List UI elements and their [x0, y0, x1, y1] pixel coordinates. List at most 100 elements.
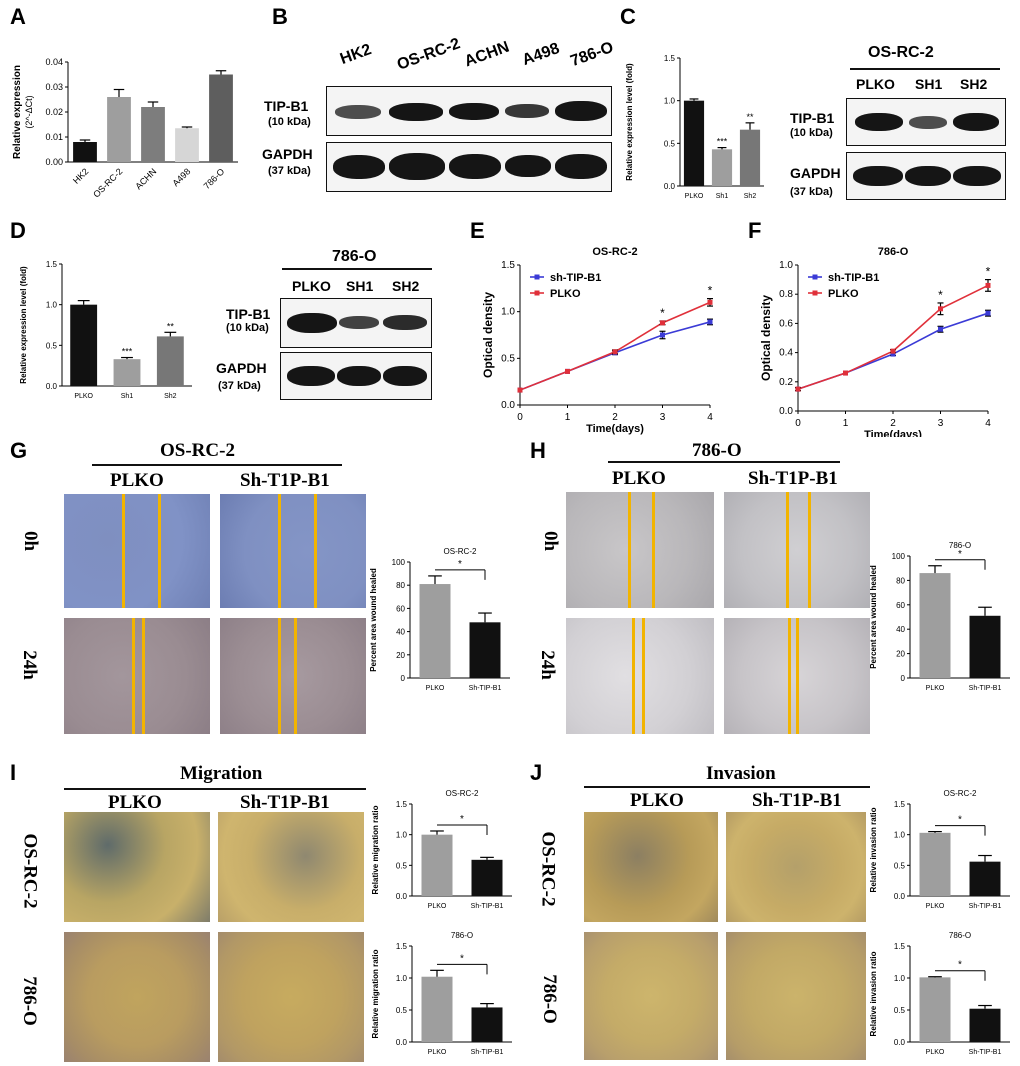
- y-tick-label: 0.0: [396, 892, 408, 901]
- y-tick-label: 60: [896, 601, 905, 610]
- cell-line-heading: 786-O: [692, 440, 742, 461]
- column-label: PLKO: [108, 792, 162, 813]
- bar: [919, 832, 951, 896]
- lane-label: SH1: [915, 76, 943, 92]
- data-point: [938, 306, 943, 312]
- chart-d-786o-knockdown: 0.0 0.5 1.0 1.5 Relative expression level (f…: [19, 260, 192, 400]
- bar: [969, 615, 1001, 678]
- y-tick-label: 0.0: [894, 892, 906, 901]
- bar: [113, 359, 141, 386]
- chart-c-osrc2-knockdown: 0.0 0.5 1.0 1.5 Relative expression level (f…: [625, 54, 764, 200]
- data-point: [660, 332, 665, 338]
- panel-label-f: F: [748, 218, 762, 243]
- x-tick-label: 3: [660, 412, 666, 423]
- bar: [683, 100, 705, 186]
- x-tick-label: 3: [938, 418, 944, 429]
- bar: [107, 97, 131, 162]
- x-tick-label: 2: [612, 412, 618, 423]
- y-tick-label: 1.0: [894, 831, 906, 840]
- panel-label-a: A: [10, 4, 26, 29]
- data-point: [565, 368, 570, 374]
- x-tick-label: 786-O: [202, 166, 227, 191]
- y-tick-label: 1.0: [396, 974, 408, 983]
- data-point: [985, 310, 991, 316]
- x-tick-label: ACHN: [133, 166, 158, 191]
- y-tick-label: 1.5: [894, 942, 906, 951]
- assay-heading: Migration: [180, 763, 263, 784]
- x-tick-label: 0: [517, 412, 523, 423]
- series-line: [519, 301, 711, 391]
- x-tick-label: Sh-TIP-B1: [969, 903, 1002, 910]
- y-axis-label: Relative invasion ratio: [869, 951, 878, 1036]
- bar: [141, 107, 165, 162]
- series-line: [797, 284, 989, 390]
- x-tick-label: 1: [565, 412, 571, 423]
- x-tick-label: Sh1: [716, 193, 729, 200]
- row-label: OS-RC-2: [537, 831, 559, 907]
- lane-label: SH2: [960, 76, 988, 92]
- row-label: 0h: [540, 530, 562, 552]
- panel-label-i: I: [10, 760, 17, 785]
- significance-mark: *: [708, 284, 713, 298]
- column-label: PLKO: [110, 470, 164, 491]
- x-tick-label: PLKO: [926, 1049, 945, 1056]
- data-point: [707, 299, 713, 305]
- microscopy-image: [220, 494, 366, 608]
- y-tick-label: 0.0: [779, 406, 793, 417]
- x-tick-label: A498: [170, 166, 192, 188]
- x-axis-label: Time(days): [864, 429, 922, 437]
- column-label: Sh-T1P-B1: [752, 790, 842, 811]
- y-tick-label: 0.5: [46, 341, 58, 350]
- bar: [421, 976, 453, 1042]
- y-tick-label: 40: [396, 628, 405, 637]
- y-axis-label: Relative expression level (fold): [19, 266, 28, 384]
- chart-g-wound-healing: 0 20 40 60 80 100 OS-RC-2 Percent area wound he…: [369, 547, 510, 692]
- y-tick-label: 0.02: [45, 107, 63, 117]
- data-point: [938, 326, 943, 332]
- x-tick-label: Sh-TIP-B1: [969, 685, 1002, 692]
- y-tick-label: 20: [396, 651, 405, 660]
- y-tick-label: 1.5: [501, 260, 515, 271]
- chart-title: OS-RC-2: [446, 789, 479, 798]
- y-axis-label: Relative migration ratio: [371, 805, 380, 894]
- data-point: [795, 386, 801, 392]
- y-tick-label: 0.6: [779, 318, 793, 329]
- y-tick-label: 0.5: [664, 139, 676, 148]
- y-tick-label: 1.5: [396, 942, 408, 951]
- blot-cell-line-label: 786-O: [332, 248, 377, 265]
- x-tick-label: Sh2: [164, 393, 177, 400]
- column-label: PLKO: [630, 790, 684, 811]
- bar: [70, 304, 98, 386]
- y-axis-label: Optical density: [759, 295, 773, 381]
- y-tick-label: 1.0: [396, 831, 408, 840]
- microscopy-image: [726, 812, 866, 922]
- chart-title: 786-O: [949, 931, 971, 940]
- y-tick-label: 1.5: [396, 800, 408, 809]
- y-axis-label: Relative expression level (fold): [625, 63, 634, 181]
- chart-title: 786-O: [451, 931, 473, 940]
- y-tick-label: 1.0: [894, 974, 906, 983]
- panel-label-g: G: [10, 438, 28, 463]
- x-tick-label: 2: [890, 418, 896, 429]
- significance-mark: *: [986, 265, 991, 279]
- lane-label: OS-RC-2: [394, 35, 463, 74]
- bar: [209, 74, 233, 162]
- chart-title: OS-RC-2: [444, 547, 477, 556]
- y-tick-label: 0.5: [894, 861, 906, 870]
- y-axis-label: Relative migration ratio: [371, 949, 380, 1038]
- x-tick-label: OS-RC-2: [91, 166, 124, 199]
- chart-i-migration-786o: 0.0 0.5 1.0 1.5 786-O Relative migration rati…: [371, 931, 512, 1056]
- bar: [73, 142, 97, 162]
- chart-title: 786-O: [878, 246, 909, 258]
- control-kda-label: (37 kDa): [268, 165, 311, 177]
- y-tick-label: 0.0: [396, 1038, 408, 1047]
- y-tick-label: 0: [901, 674, 906, 683]
- legend-label: PLKO: [828, 288, 859, 300]
- bar: [471, 859, 503, 896]
- microscopy-image: [64, 494, 210, 608]
- data-point: [890, 351, 896, 357]
- data-point: [517, 387, 523, 393]
- panel-label-b: B: [272, 4, 288, 29]
- bar: [919, 573, 951, 678]
- y-tick-label: 1.0: [664, 97, 676, 106]
